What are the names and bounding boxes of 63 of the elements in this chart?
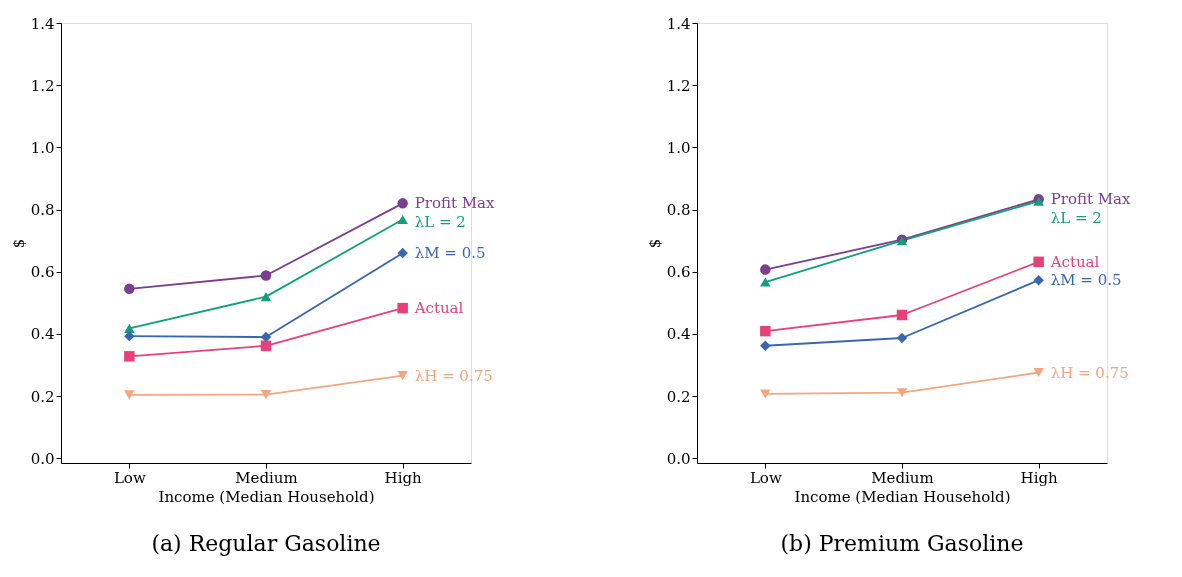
- point: [896, 332, 908, 344]
- y-tick-label: 0.8: [666, 201, 691, 220]
- x-tick-label: Medium: [871, 468, 934, 487]
- point: [260, 270, 272, 281]
- x-tick-label: Low: [749, 468, 782, 487]
- text: (a) Regular Gasoline: [151, 531, 381, 556]
- point: [397, 371, 408, 381]
- series-label: Profit Max: [1050, 190, 1132, 209]
- y-tick-label: 1.2: [666, 76, 691, 95]
- y-tick-label: 0.6: [30, 263, 55, 282]
- x-tick-label: Medium: [235, 468, 298, 487]
- y-axis-title: $: [9, 238, 28, 249]
- y-axis-title: $: [645, 238, 664, 249]
- point: [1033, 256, 1044, 268]
- series-label: λM = 0.5: [1050, 271, 1122, 290]
- point: [124, 323, 135, 333]
- y-tick-label: 1.2: [30, 76, 55, 95]
- x-axis-title: Income (Median Household): [794, 487, 1011, 506]
- y-tick-label: 1.4: [30, 14, 55, 33]
- y-tick-label: 0.0: [666, 449, 691, 468]
- series-label: Profit Max: [414, 194, 496, 213]
- y-tick-label: 1.4: [666, 14, 691, 33]
- series-label: Actual: [413, 299, 464, 318]
- x-tick-label: High: [1020, 468, 1059, 487]
- point: [397, 198, 408, 209]
- series-label: Actual: [1049, 252, 1100, 271]
- x-tick-label: High: [384, 468, 423, 487]
- y-tick-label: 0.4: [30, 325, 55, 344]
- y-tick-label: 0.2: [30, 387, 55, 406]
- point: [760, 264, 771, 275]
- point: [124, 390, 135, 400]
- point: [896, 388, 908, 398]
- point: [124, 283, 135, 295]
- point: [760, 277, 771, 287]
- text: (b) Premium Gasoline: [780, 531, 1024, 556]
- point: [397, 247, 408, 259]
- point: [760, 325, 771, 337]
- series-label: λL = 2: [414, 213, 466, 232]
- point: [1033, 367, 1044, 378]
- y-tick-label: 0.0: [30, 449, 55, 468]
- point: [124, 330, 135, 342]
- x-tick-label: Low: [113, 468, 146, 487]
- point: [397, 214, 408, 225]
- series-label: λH = 0.75: [414, 366, 493, 385]
- point: [896, 309, 908, 321]
- y-tick-label: 1.0: [666, 138, 691, 157]
- point: [760, 340, 771, 352]
- y-tick-label: 0.2: [666, 387, 691, 406]
- point: [760, 389, 771, 399]
- series-label: λM = 0.5: [414, 244, 486, 263]
- point: [260, 292, 272, 302]
- y-tick-label: 0.8: [30, 201, 55, 220]
- y-tick-label: 0.6: [666, 263, 691, 282]
- point: [1033, 274, 1044, 286]
- x-axis-title: Income (Median Household): [158, 487, 375, 506]
- point: [397, 302, 408, 314]
- point: [260, 340, 272, 352]
- point: [124, 351, 135, 362]
- y-tick-label: 1.0: [30, 138, 55, 157]
- series-label: λL = 2: [1050, 208, 1102, 227]
- point: [260, 390, 272, 400]
- y-tick-label: 0.4: [666, 325, 691, 344]
- series-label: λH = 0.75: [1050, 363, 1129, 382]
